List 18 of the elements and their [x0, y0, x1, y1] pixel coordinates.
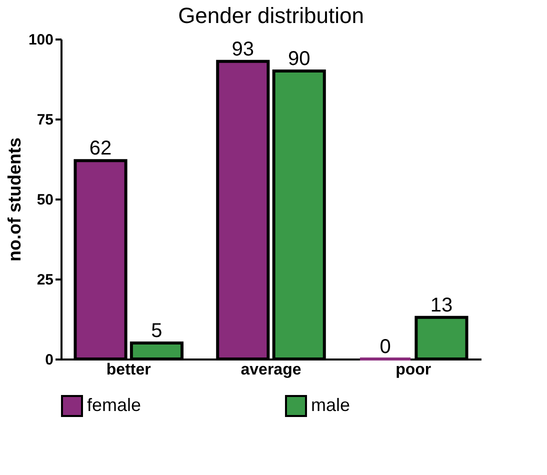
legend-label: male — [311, 395, 350, 415]
data-label: 13 — [430, 294, 453, 316]
y-tick-label: 100 — [28, 32, 54, 48]
x-tick-label: better — [106, 362, 151, 378]
y-tick-label: 0 — [45, 352, 54, 368]
chart-title: Gender distribution — [178, 3, 364, 28]
data-label: 5 — [151, 320, 162, 342]
data-label: 93 — [232, 38, 254, 60]
y-tick-label: 50 — [36, 192, 54, 208]
data-label: 62 — [89, 138, 112, 160]
x-tick-label: average — [240, 362, 302, 378]
y-tick-label: 75 — [36, 112, 54, 128]
data-label: 0 — [380, 336, 391, 358]
legend-label: female — [87, 395, 142, 415]
data-label: 90 — [288, 48, 310, 70]
x-tick-label: poor — [396, 362, 432, 378]
y-tick-label: 25 — [36, 272, 54, 288]
y-axis-title: no.of students — [4, 138, 24, 262]
